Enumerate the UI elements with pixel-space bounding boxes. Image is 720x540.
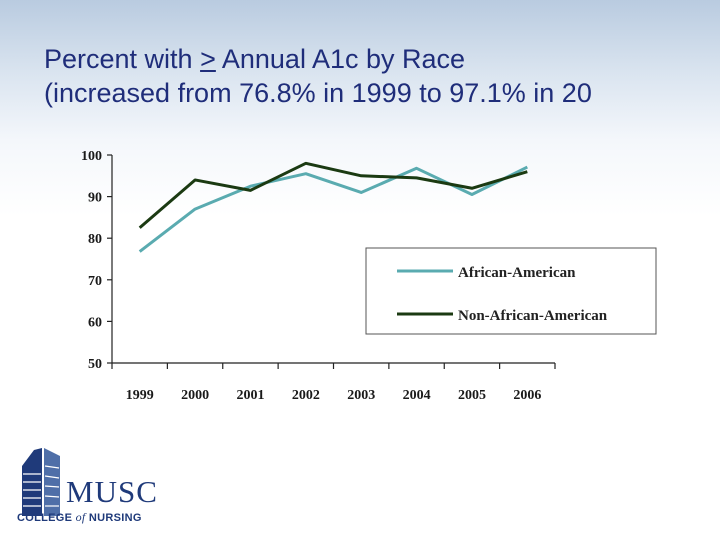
legend-label: African-American [458, 265, 576, 281]
x-tick-label: 2001 [236, 388, 264, 403]
legend-label: Non-African-American [458, 308, 608, 324]
logo-subtitle: COLLEGE of NURSING [17, 510, 142, 525]
y-tick-label: 50 [88, 357, 102, 372]
legend-box [365, 247, 657, 335]
x-tick-label: 2006 [513, 388, 541, 403]
x-axis: 1999 2000 2001 2002 2003 2004 2005 2006 [111, 362, 556, 403]
logo-sub-pre: COLLEGE [17, 512, 76, 524]
musc-building-logo-icon [22, 448, 60, 516]
x-tick-label: 2000 [181, 388, 209, 403]
x-tick-label: 2004 [403, 388, 431, 403]
logo-name: MUSC [66, 474, 158, 509]
slide-title: Percent with > Annual A1c by Race (incre… [44, 42, 720, 110]
line-chart: 50 60 70 80 90 100 1999 2000 2001 2002 2003 2004 20… [81, 149, 657, 403]
y-tick-label: 100 [81, 149, 102, 164]
chart-series [138, 161, 528, 253]
series-line [138, 161, 528, 229]
title-line2: (increased from 76.8% in 1999 to 97.1% i… [44, 78, 592, 108]
y-tick-label: 70 [88, 274, 102, 289]
series-line [138, 165, 528, 253]
x-tick-label: 2003 [347, 388, 375, 403]
legend: African-American Non-African-American [365, 247, 657, 335]
title-part1: Percent with [44, 44, 201, 74]
title-symbol: > [200, 44, 216, 74]
x-tick-label: 1999 [126, 388, 154, 403]
x-tick-label: 2002 [292, 388, 320, 403]
logo-sub-of: of [75, 510, 86, 524]
title-part2: Annual A1c by Race [215, 44, 466, 74]
y-tick-label: 60 [88, 315, 102, 330]
x-tick-label: 2005 [458, 388, 486, 403]
y-tick-label: 80 [88, 232, 102, 247]
y-axis: 50 60 70 80 90 100 [81, 149, 113, 372]
logo-sub-post: NURSING [85, 512, 142, 524]
y-tick-label: 90 [88, 191, 102, 206]
